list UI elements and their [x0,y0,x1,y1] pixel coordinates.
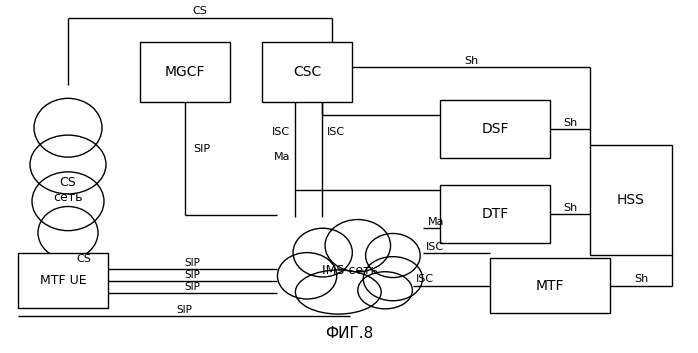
Text: HSS: HSS [617,193,645,207]
Text: Ma: Ma [274,152,290,162]
Bar [490,258,610,313]
Text: SIP: SIP [193,144,210,154]
Ellipse shape [32,172,104,231]
Ellipse shape [30,135,106,194]
Bar [440,185,550,243]
Text: Sh: Sh [563,118,577,128]
Text: CSC: CSC [293,65,321,79]
Text: ISC: ISC [327,127,345,137]
Text: CS
сеть: CS сеть [53,176,83,204]
Ellipse shape [325,220,391,272]
Text: DSF: DSF [481,122,509,136]
Text: ФИГ.8: ФИГ.8 [325,325,373,341]
Ellipse shape [278,253,336,299]
Text: CS: CS [76,254,91,264]
Ellipse shape [295,270,381,314]
Text: ISC: ISC [272,127,290,137]
Ellipse shape [293,228,352,277]
Text: SIP: SIP [184,269,200,280]
Text: MTF: MTF [536,279,564,293]
Bar [590,145,672,255]
Bar [440,100,550,158]
Ellipse shape [358,272,413,309]
Text: SIP: SIP [184,281,200,292]
Ellipse shape [366,233,420,277]
Text: ISC: ISC [426,242,444,252]
Ellipse shape [363,257,422,301]
Bar [18,253,108,308]
Text: MGCF: MGCF [165,65,205,79]
Text: MTF UE: MTF UE [40,274,87,287]
Ellipse shape [34,98,102,157]
Text: Sh: Sh [563,203,577,213]
Text: CS: CS [193,6,207,16]
Ellipse shape [38,207,98,259]
Bar [262,42,352,102]
Text: Sh: Sh [634,275,648,285]
Bar [140,42,230,102]
Text: ISC: ISC [416,275,434,285]
Text: IMS сеть: IMS сеть [322,263,378,276]
Text: SIP: SIP [184,257,200,268]
Text: SIP: SIP [176,305,192,315]
Text: Sh: Sh [464,56,478,66]
Text: DTF: DTF [482,207,509,221]
Text: Ma: Ma [428,217,445,227]
